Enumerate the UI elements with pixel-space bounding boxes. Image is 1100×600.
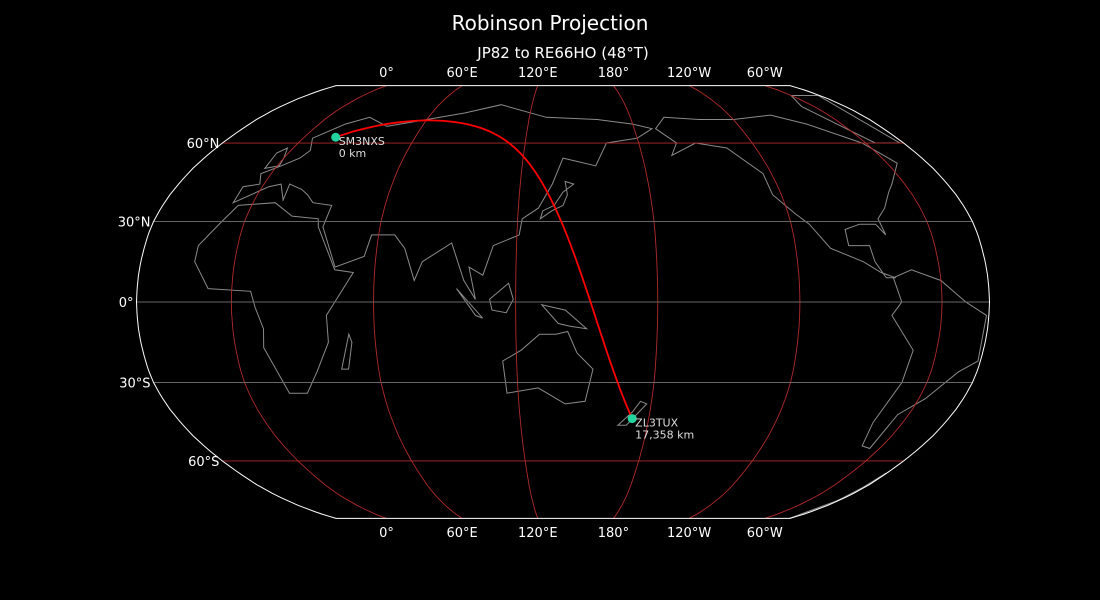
coastline xyxy=(861,269,988,450)
map-subtitle: JP82 to RE66HO (48°T) xyxy=(476,44,648,62)
lon-label-bottom: 0° xyxy=(379,526,394,541)
lat-label: 0° xyxy=(119,296,134,311)
station-callsign: ZL3TUX xyxy=(635,417,678,430)
lat-label: 30°N xyxy=(118,215,151,230)
lon-label-bottom: 180° xyxy=(598,526,629,541)
station-marker xyxy=(627,414,637,424)
coastline xyxy=(341,332,353,370)
graticule-labels: 0° 0° 60°E 60°E 120°E 120°E 180° 180° 120°W 120°W… xyxy=(118,66,783,541)
lon-label-bottom: 60°E xyxy=(446,526,477,541)
coastline xyxy=(194,202,355,394)
lon-label-top: 120°E xyxy=(518,66,558,81)
lon-label-bottom: 60°W xyxy=(747,526,783,541)
coastlines xyxy=(194,95,988,519)
lat-label: 30°S xyxy=(119,377,150,392)
coastline xyxy=(489,282,514,314)
lon-label-top: 120°W xyxy=(667,66,711,81)
lon-label-bottom: 120°E xyxy=(518,526,558,541)
coastline xyxy=(456,288,483,319)
great-circle-path xyxy=(335,119,634,419)
station-distance: 17,358 km xyxy=(635,429,694,442)
graticule xyxy=(136,85,990,519)
lon-label-top: 180° xyxy=(598,66,629,81)
station-marker xyxy=(331,132,341,142)
coastline xyxy=(540,303,589,330)
coastline xyxy=(616,400,648,426)
coastline xyxy=(654,114,898,279)
station-distance: 0 km xyxy=(339,147,367,160)
lon-label-top: 60°E xyxy=(446,66,477,81)
coastline xyxy=(789,472,887,519)
map-outline xyxy=(135,85,991,519)
coastline xyxy=(789,95,902,144)
station-callsign: SM3NXS xyxy=(339,135,385,148)
lat-label: 60°S xyxy=(188,455,219,470)
coastline xyxy=(502,330,594,405)
lon-label-top: 60°W xyxy=(747,66,783,81)
map-title: Robinson Projection xyxy=(452,11,649,35)
lat-label: 60°N xyxy=(187,137,220,152)
coastline xyxy=(231,104,654,300)
lon-label-bottom: 120°W xyxy=(667,526,711,541)
coastline xyxy=(539,180,575,221)
lon-label-top: 0° xyxy=(379,66,394,81)
